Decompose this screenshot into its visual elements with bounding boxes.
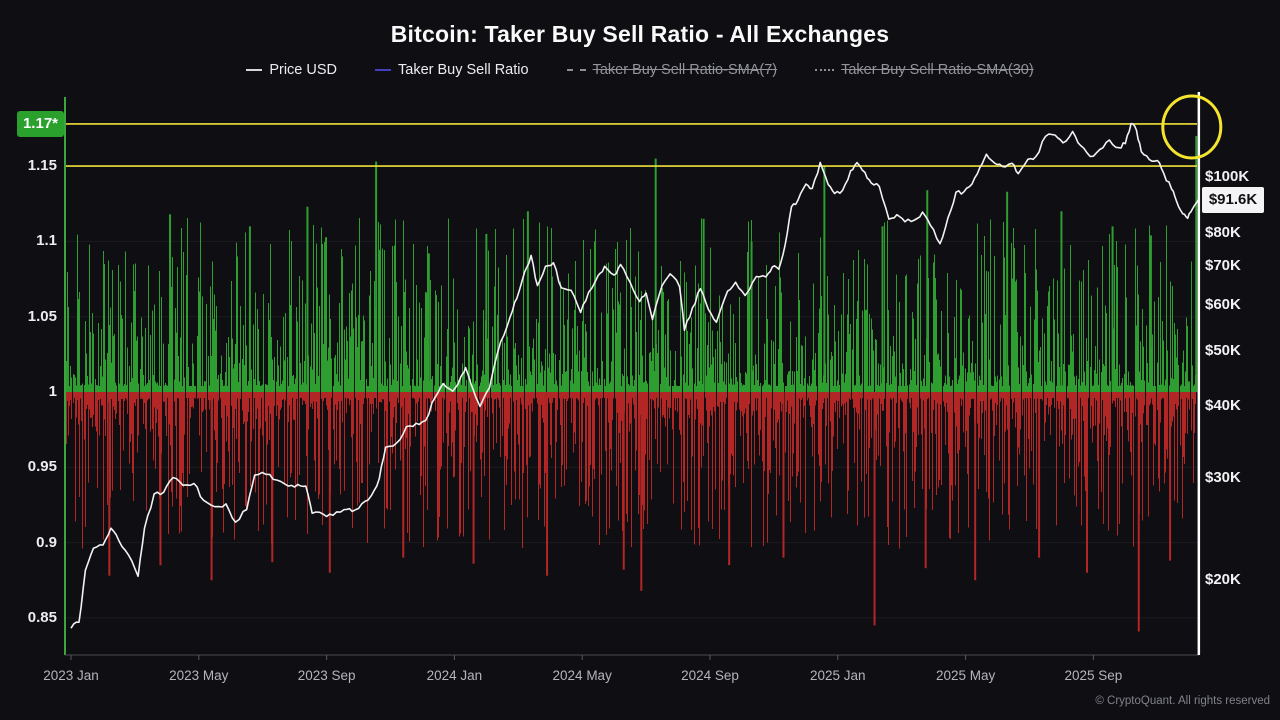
price-axis-label: $30K xyxy=(1205,469,1241,487)
legend-item-sma7[interactable]: Taker Buy Sell Ratio-SMA(7) xyxy=(566,62,778,78)
sma30-dotted-swatch-icon xyxy=(815,69,835,71)
price-line-swatch-icon xyxy=(246,69,263,71)
ratio-axis-label: 0.9 xyxy=(36,533,57,551)
ratio-axis-label: 0.95 xyxy=(27,458,57,476)
date-axis-label: 2024 Jan xyxy=(426,668,483,683)
date-axis-label: 2025 Jan xyxy=(810,668,866,683)
sma7-dashed-swatch-icon xyxy=(566,69,586,71)
date-axis-label: 2024 May xyxy=(552,668,612,683)
legend-label: Price USD xyxy=(269,62,337,78)
ratio-axis-label: 1.05 xyxy=(27,307,57,325)
legend-item-taker-buy-sell-ratio[interactable]: Taker Buy Sell Ratio xyxy=(375,62,529,78)
price-axis-label: $50K xyxy=(1205,341,1241,359)
price-axis-label: $100K xyxy=(1205,167,1250,185)
date-axis-label: 2025 Sep xyxy=(1064,668,1123,683)
legend-label: Taker Buy Sell Ratio xyxy=(398,62,529,78)
ratio-axis-label: 1.15 xyxy=(27,157,57,175)
date-axis-label: 2024 Sep xyxy=(681,668,739,683)
current-ratio-badge: 1.17* xyxy=(17,111,64,137)
date-axis-label: 2023 Jan xyxy=(43,668,99,683)
legend-item-sma30[interactable]: Taker Buy Sell Ratio-SMA(30) xyxy=(815,62,1034,78)
legend-item-price-usd[interactable]: Price USD xyxy=(246,62,337,78)
ratio-line-swatch-icon xyxy=(375,69,391,71)
date-axis-label: 2023 Sep xyxy=(297,668,356,683)
price-axis-label: $60K xyxy=(1205,295,1241,313)
current-price-label: $91.6K xyxy=(1202,187,1264,213)
price-axis-label: $20K xyxy=(1205,571,1241,588)
legend: Price USD Taker Buy Sell Ratio Taker Buy… xyxy=(0,62,1280,78)
price-axis-label: $70K xyxy=(1205,257,1241,275)
legend-label: Taker Buy Sell Ratio-SMA(7) xyxy=(592,62,778,78)
legend-label: Taker Buy Sell Ratio-SMA(30) xyxy=(841,62,1034,78)
chart-title: Bitcoin: Taker Buy Sell Ratio - All Exch… xyxy=(390,21,890,47)
date-axis-label: 2023 May xyxy=(169,668,229,683)
price-axis-label: $80K xyxy=(1205,223,1241,241)
ratio-axis-label: 0.85 xyxy=(27,608,57,626)
copyright-text: © CryptoQuant. All rights reserved xyxy=(1095,695,1270,707)
ratio-axis-label: 1 xyxy=(48,383,57,400)
ratio-axis-label: 1.1 xyxy=(36,232,57,250)
price-axis-label: $40K xyxy=(1205,397,1241,415)
date-axis-label: 2025 May xyxy=(935,668,996,683)
